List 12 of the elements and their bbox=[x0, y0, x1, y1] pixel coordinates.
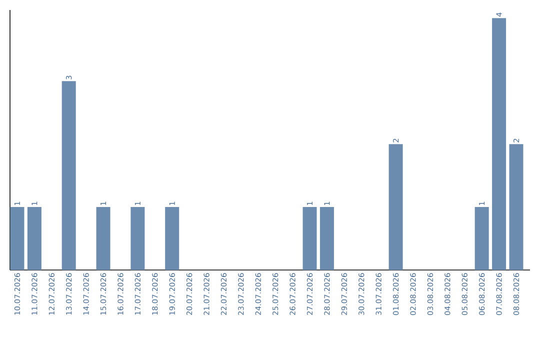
bar bbox=[302, 207, 317, 270]
bar bbox=[10, 207, 24, 270]
bar bbox=[492, 18, 506, 270]
bar bbox=[388, 144, 403, 270]
bar bbox=[62, 81, 76, 270]
bar bbox=[474, 207, 489, 270]
bar bbox=[130, 207, 145, 270]
bar bbox=[320, 207, 334, 270]
bar bbox=[509, 144, 524, 270]
bar bbox=[165, 207, 180, 270]
bar bbox=[27, 207, 42, 270]
bar bbox=[96, 207, 110, 270]
